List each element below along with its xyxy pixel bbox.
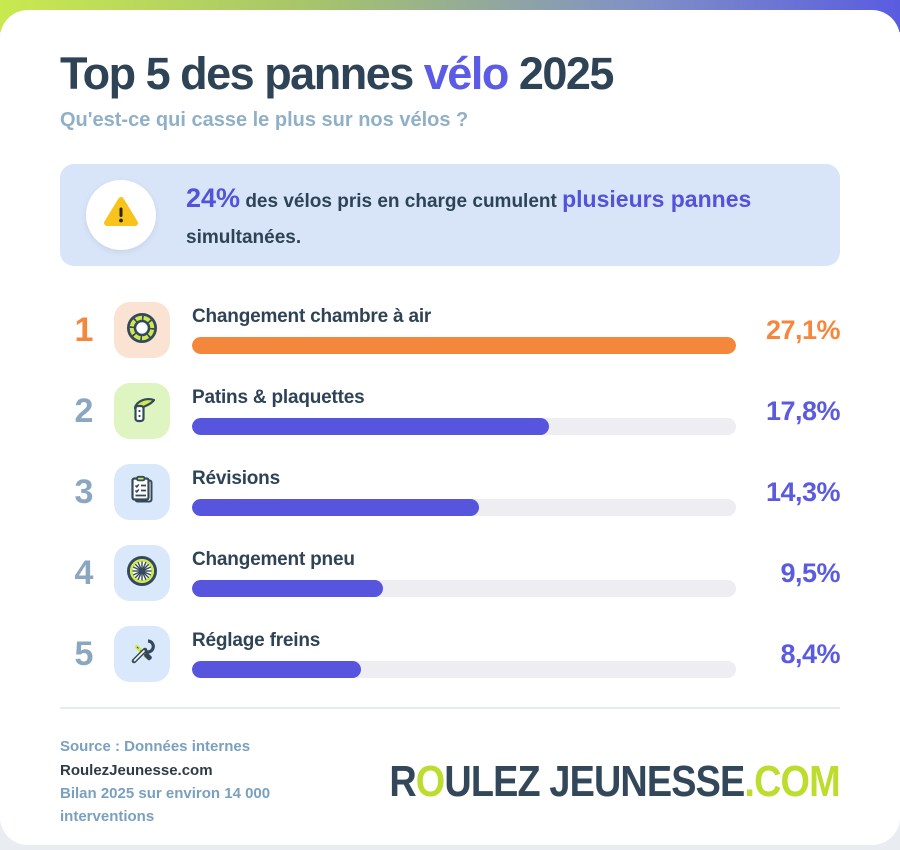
roulez-jeunesse-logo: ROULEZ JEUNESSE.COM — [389, 756, 841, 807]
item-value: 17,8% — [765, 395, 841, 426]
checklist-icon — [122, 470, 162, 515]
warning-triangle-icon — [101, 193, 141, 238]
footer: Source : Données internes RoulezJeunesse… — [60, 735, 841, 828]
item-label: Changement pneu — [192, 549, 355, 571]
brake-lever-icon — [122, 389, 162, 434]
bar-fill — [192, 337, 736, 355]
alert-icon-circle — [86, 180, 156, 251]
logo-r: R — [389, 756, 417, 806]
source-note: Source : Données internes RoulezJeunesse… — [60, 735, 316, 828]
page-title: Top 5 des pannes vélo 2025 — [60, 50, 840, 97]
rank-number: 2 — [74, 391, 94, 430]
bar-fill — [192, 418, 550, 436]
icon-tile — [114, 302, 170, 359]
logo-com-lime: .COM — [744, 756, 841, 806]
bar-track — [192, 499, 736, 517]
rank-number: 5 — [74, 634, 94, 673]
alert-highlight: plusieurs pannes — [562, 186, 752, 213]
footer-divider — [60, 707, 840, 710]
bar-track — [192, 661, 736, 679]
source-prefix: Source : Données internes — [60, 738, 251, 756]
title-prefix: Top 5 des pannes — [60, 48, 414, 99]
rank-number: 1 — [74, 310, 94, 349]
bar-fill — [192, 580, 383, 598]
table-row: 4 — [60, 545, 841, 602]
item-label: Patins & plaquettes — [192, 387, 365, 409]
ranking-list: 1 Changement chambre à air 27,1% — [60, 302, 841, 683]
item-value: 14,3% — [765, 476, 841, 507]
table-row: 1 Changement chambre à air 27,1% — [60, 302, 841, 359]
alert-banner: 24% des vélos pris en charge cumulent pl… — [60, 164, 840, 267]
logo-text: ULEZ JEUNESSE — [444, 756, 746, 806]
infographic-card: Top 5 des pannes vélo 2025 Qu'est-ce qui… — [0, 10, 900, 845]
page-subtitle: Qu'est-ce qui casse le plus sur nos vélo… — [60, 109, 469, 132]
item-label: Révisions — [192, 468, 280, 490]
bar-track — [192, 337, 736, 355]
rank-number: 4 — [74, 553, 94, 592]
wheel-icon — [122, 551, 162, 596]
item-value: 27,1% — [765, 314, 841, 345]
table-row: 3 Révisions — [60, 464, 841, 521]
item-label: Réglage freins — [192, 630, 321, 652]
item-value: 8,4% — [780, 638, 840, 669]
icon-tile — [114, 383, 170, 440]
table-row: 2 Patins & plaquettes 17,8% — [60, 383, 841, 440]
alert-segment-1: des vélos pris en charge cumulent — [245, 191, 557, 213]
tire-tube-icon — [122, 308, 162, 353]
tools-icon — [122, 632, 162, 677]
title-suffix: 2025 — [518, 48, 615, 99]
bar-track — [192, 580, 736, 598]
bar-track — [192, 418, 736, 436]
table-row: 5 Réglage freins — [60, 626, 841, 683]
source-line-1: Source : Données internes RoulezJeunesse… — [60, 735, 316, 782]
title-highlight: vélo — [423, 48, 510, 99]
item-value: 9,5% — [780, 557, 840, 588]
source-line-2: Bilan 2025 sur environ 14 000 interventi… — [60, 784, 271, 826]
source-site-name: RoulezJeunesse.com — [60, 761, 213, 779]
rank-number: 3 — [74, 472, 94, 511]
item-label: Changement chambre à air — [192, 306, 432, 328]
icon-tile — [114, 626, 170, 683]
bar-fill — [192, 499, 480, 517]
alert-segment-2: simultanées. — [186, 227, 302, 249]
bar-fill — [192, 661, 361, 679]
alert-text: 24% des vélos pris en charge cumulent pl… — [186, 176, 814, 254]
logo-o-lime: O — [416, 756, 445, 806]
alert-stat: 24% — [186, 183, 241, 214]
icon-tile — [114, 545, 170, 602]
icon-tile — [114, 464, 170, 521]
